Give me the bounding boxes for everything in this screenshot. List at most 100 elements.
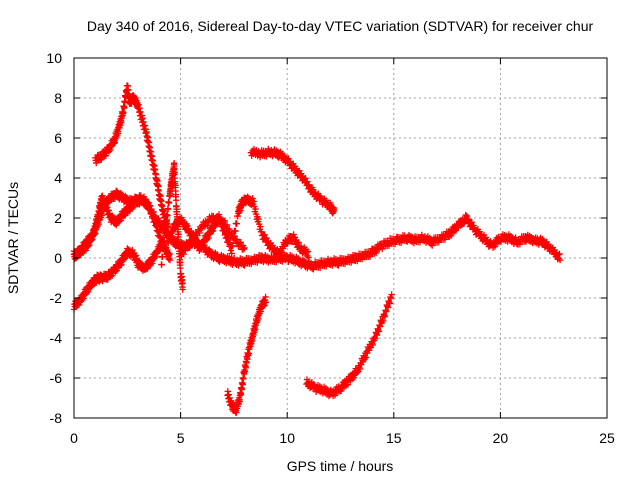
y-tick-label: -2 [50,290,63,306]
data-point [196,229,203,237]
data-point [228,243,235,250]
data-point [172,197,180,204]
data-point [228,250,235,257]
data-point [107,146,114,154]
data-point [304,248,312,255]
data-point [176,259,184,266]
series-arc-7 [177,212,248,260]
data-point [373,331,381,339]
data-point [237,239,244,246]
data-point [112,268,119,275]
data-point [388,291,395,298]
data-point [121,104,128,112]
data-point [116,218,123,225]
x-tick-label: 10 [279,430,295,446]
data-point [80,295,87,302]
data-point [369,341,376,349]
data-point [83,289,90,296]
chart-title: Day 340 of 2016, Sidereal Day-to-day VTE… [87,18,594,34]
x-axis-label: GPS time / hours [287,458,394,474]
data-point [163,218,170,226]
data-point [88,283,96,290]
data-point [249,195,256,202]
data-point [226,225,233,233]
data-point [556,256,564,264]
data-point [382,308,390,315]
y-tick-label: 2 [54,210,62,226]
y-tick-label: 8 [54,90,62,106]
data-marks [70,82,564,416]
x-tick-label: 20 [493,430,509,446]
x-tick-label: 15 [386,430,402,446]
data-point [188,242,195,249]
data-point [114,130,122,137]
data-point [376,323,384,330]
data-point [209,227,217,234]
data-point [100,205,108,212]
data-point [384,304,392,311]
data-point [539,235,546,243]
data-point [381,313,389,320]
data-point [172,191,180,198]
data-point [233,236,241,243]
y-tick-label: 0 [54,250,62,266]
data-point [117,217,124,224]
y-tick-label: -6 [50,370,63,386]
data-point [164,212,171,219]
data-point [362,354,370,361]
data-point [87,284,94,291]
data-point [330,206,338,213]
y-tick-label: 6 [54,130,62,146]
data-point [240,375,247,383]
data-point [305,254,312,261]
data-point [105,199,113,206]
y-axis-label: SDTVAR / TECUs [5,182,21,294]
data-point [221,217,228,224]
data-point [344,381,352,388]
y-tick-label: -4 [50,330,63,346]
data-point [337,387,345,395]
series-arc-10 [303,291,395,400]
data-point [166,256,174,264]
data-point [166,250,173,258]
data-point [175,231,182,238]
data-point [237,391,245,398]
data-point [171,169,178,176]
data-point [236,398,243,405]
data-point [105,148,113,155]
data-point [386,300,394,307]
data-point [204,222,211,229]
y-tick-label: 4 [54,170,62,186]
data-point [84,288,92,295]
data-point [158,261,165,268]
data-point [350,374,358,381]
data-point [356,365,364,373]
data-point [205,234,212,242]
data-point [120,109,127,117]
data-point [167,234,175,241]
data-point [121,255,129,262]
data-point [147,261,154,268]
data-point [223,221,231,229]
x-tick-label: 0 [70,430,78,446]
series-arc-9 [224,293,270,416]
data-point [175,239,183,247]
data-point [104,200,111,207]
data-point [148,260,156,267]
data-point [151,255,158,262]
data-point [556,250,563,258]
data-point [118,261,125,268]
data-point [240,245,247,253]
data-point [262,298,270,306]
data-point [172,182,179,189]
data-point [379,317,387,324]
data-point [102,204,109,211]
data-point [113,267,120,274]
plot-frame [73,57,608,419]
y-tick-label: -8 [50,410,63,426]
data-point [278,249,285,256]
data-point [491,243,499,250]
data-point [452,227,460,234]
data-point [199,243,206,250]
series-arc-8 [247,145,338,217]
